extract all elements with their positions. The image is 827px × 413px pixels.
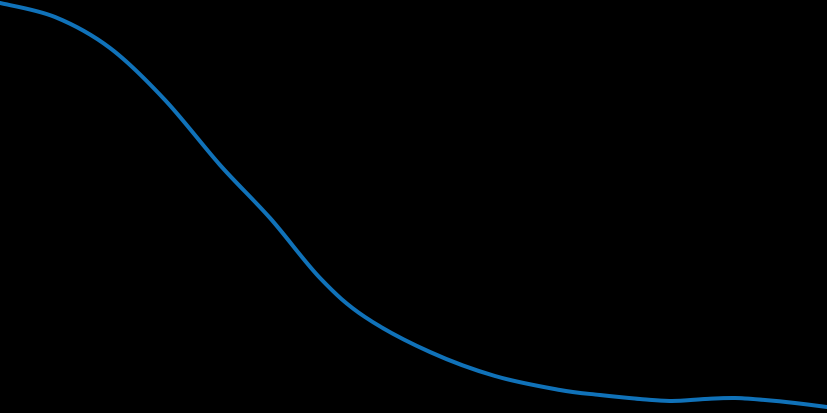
chart-canvas bbox=[0, 1, 827, 409]
line-chart-svg bbox=[0, 1, 827, 409]
curve-line bbox=[0, 1, 827, 409]
